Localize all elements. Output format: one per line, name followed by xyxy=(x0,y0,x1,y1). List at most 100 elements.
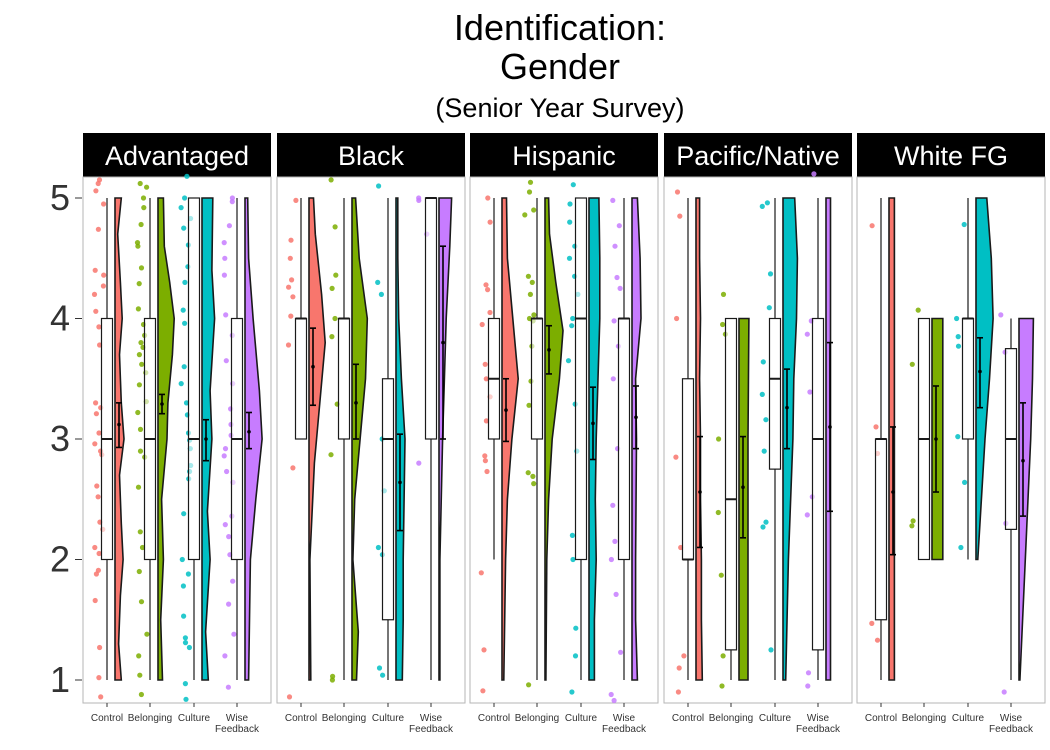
data-point xyxy=(481,647,487,653)
facet-strip xyxy=(857,133,1045,177)
data-point xyxy=(376,665,383,671)
data-point xyxy=(222,522,228,528)
data-point xyxy=(144,184,150,190)
data-point xyxy=(96,324,102,330)
data-point xyxy=(137,529,143,535)
box-iqr xyxy=(811,317,825,651)
violin-half xyxy=(1018,317,1035,681)
data-point xyxy=(289,277,295,283)
data-point xyxy=(226,223,232,229)
data-point xyxy=(223,358,229,364)
mean-point xyxy=(1021,458,1025,463)
group-culture xyxy=(759,197,799,681)
mean-point xyxy=(547,348,551,352)
data-point xyxy=(380,672,386,678)
box-iqr xyxy=(424,197,438,440)
group-wise xyxy=(221,195,263,690)
x-tick-label: Control xyxy=(672,713,704,724)
data-point xyxy=(525,470,531,476)
data-point xyxy=(293,197,299,203)
data-point xyxy=(93,411,99,417)
data-point xyxy=(807,389,813,395)
data-point xyxy=(768,647,774,653)
data-point xyxy=(1001,689,1007,695)
data-point xyxy=(137,180,143,187)
data-point xyxy=(610,376,616,382)
violin-half xyxy=(544,197,564,681)
data-point xyxy=(483,376,489,382)
data-point xyxy=(224,468,230,475)
box-iqr xyxy=(961,317,975,440)
data-point xyxy=(181,613,187,619)
data-point xyxy=(96,177,103,183)
data-point xyxy=(141,205,147,211)
data-point xyxy=(763,519,769,525)
box-iqr xyxy=(681,378,695,561)
y-tick-label: 2 xyxy=(50,539,70,580)
data-point xyxy=(760,524,766,530)
data-point xyxy=(222,255,228,261)
data-point xyxy=(610,197,616,203)
data-point xyxy=(531,207,537,213)
data-point xyxy=(909,523,915,529)
data-point xyxy=(221,453,227,459)
data-point xyxy=(139,544,146,551)
data-point xyxy=(288,313,294,319)
mean-point xyxy=(311,364,315,369)
x-tick-label: Control xyxy=(285,713,317,724)
data-point xyxy=(716,436,722,442)
violin-half xyxy=(438,197,453,681)
data-point xyxy=(183,400,190,406)
data-point xyxy=(378,291,384,297)
data-point xyxy=(138,691,144,698)
data-point xyxy=(230,578,236,584)
violin-half xyxy=(244,197,263,681)
x-tick-label: Culture xyxy=(759,713,792,724)
data-point xyxy=(375,279,381,285)
data-point xyxy=(95,567,101,573)
data-point xyxy=(482,453,488,459)
data-point xyxy=(718,572,724,578)
y-axis: 1 2 3 4 5 xyxy=(50,177,82,700)
data-point xyxy=(522,212,528,218)
data-point xyxy=(677,213,683,219)
data-point xyxy=(485,287,491,293)
data-point xyxy=(483,418,489,424)
data-point xyxy=(569,532,576,539)
data-point xyxy=(184,173,190,179)
data-point xyxy=(290,294,296,300)
data-point xyxy=(531,481,537,487)
data-point xyxy=(221,240,227,246)
box-iqr xyxy=(187,197,201,561)
x-tick-label: Feedback xyxy=(409,724,454,735)
data-point xyxy=(92,544,98,551)
data-point xyxy=(955,434,961,440)
data-point xyxy=(915,307,921,313)
panel-border xyxy=(469,176,659,704)
y-tick-label: 4 xyxy=(50,298,70,339)
mean-point xyxy=(891,490,895,494)
x-tick-label: Wise xyxy=(420,713,443,724)
data-point xyxy=(223,312,229,318)
data-point xyxy=(95,226,101,232)
mean-point xyxy=(117,422,121,427)
data-point xyxy=(531,312,537,318)
data-point xyxy=(478,570,484,576)
group-control xyxy=(285,197,327,700)
data-point xyxy=(719,683,725,689)
data-point xyxy=(92,597,98,604)
data-point xyxy=(135,306,141,312)
group-culture xyxy=(178,173,216,702)
mean-point xyxy=(398,480,402,485)
violin-half xyxy=(308,197,327,681)
data-point xyxy=(286,284,292,290)
violin-half xyxy=(888,197,896,681)
group-wise xyxy=(804,171,833,689)
facet-strip xyxy=(277,133,465,177)
data-point xyxy=(136,382,142,388)
data-point xyxy=(135,409,141,416)
data-point xyxy=(570,182,576,188)
data-point xyxy=(180,307,186,313)
group-control xyxy=(91,177,125,700)
data-point xyxy=(676,665,682,671)
